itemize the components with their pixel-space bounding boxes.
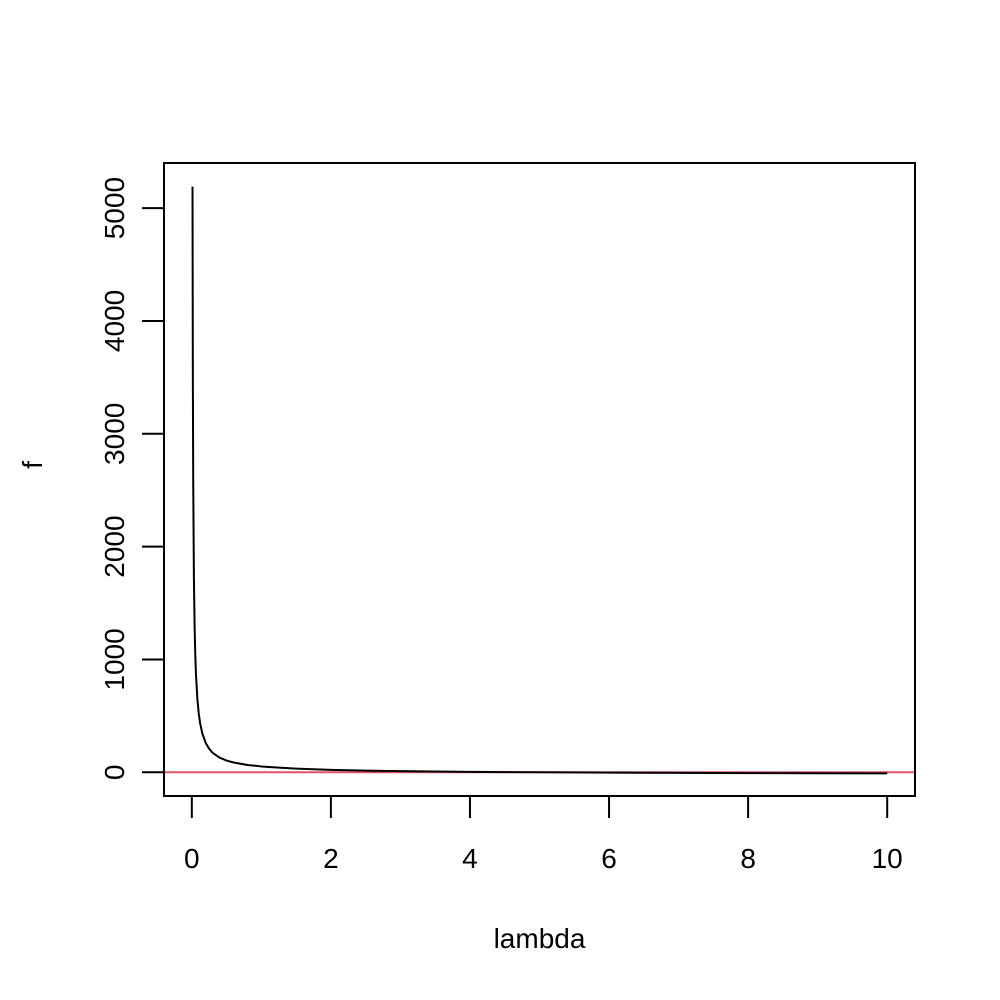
y-tick-label: 3000 [99, 403, 130, 465]
y-tick-label: 2000 [99, 515, 130, 577]
x-axis: 0 2 4 6 8 10 [184, 795, 903, 874]
x-tick-label: 8 [740, 843, 756, 874]
y-tick-label: 1000 [99, 628, 130, 690]
y-axis: 0 1000 2000 3000 4000 5000 [99, 177, 165, 781]
plot-layer [164, 186, 915, 775]
x-axis-title: lambda [494, 923, 586, 954]
x-tick-label: 6 [601, 843, 617, 874]
x-tick-label: 0 [184, 843, 200, 874]
y-tick-label: 4000 [99, 290, 130, 352]
y-axis-title: f [17, 461, 48, 469]
x-tick-label: 2 [323, 843, 339, 874]
y-tick-label: 5000 [99, 177, 130, 239]
y-tick-label: 0 [99, 765, 130, 781]
plot-box [163, 162, 916, 797]
series-line [191, 186, 888, 775]
x-tick-label: 4 [462, 843, 478, 874]
x-tick-label: 10 [872, 843, 903, 874]
